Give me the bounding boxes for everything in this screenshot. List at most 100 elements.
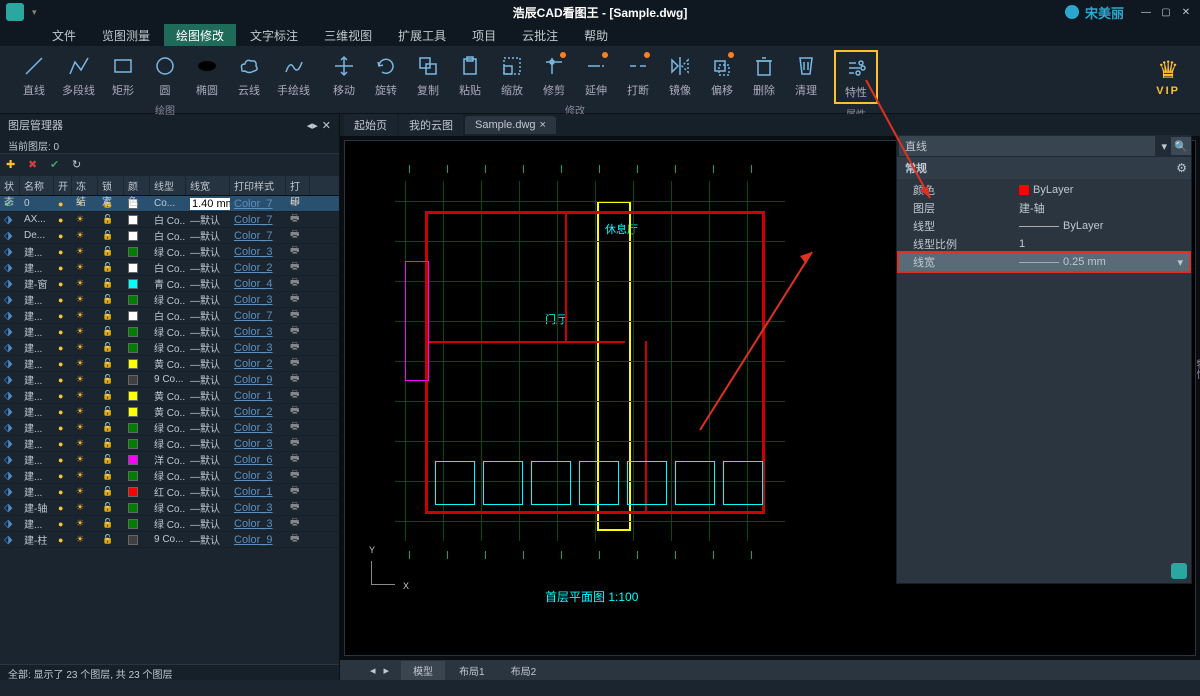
layer-col-header[interactable]: 打印样式: [230, 176, 286, 195]
layer-row[interactable]: ⬗建...●☀🔓绿 Co...—默认Color_3🖶: [0, 468, 339, 484]
maximize-button[interactable]: ▢: [1158, 5, 1174, 19]
layer-col-header[interactable]: 线型: [150, 176, 186, 195]
layer-panel-header: 图层管理器 ◂▸ ✕: [0, 114, 339, 136]
quick-select-icon[interactable]: 🔍: [1171, 137, 1191, 155]
ribbon-paste-button[interactable]: 粘贴: [450, 50, 490, 100]
panel-close-icon[interactable]: ✕: [322, 119, 331, 132]
property-row[interactable]: 线型 ByLayer: [899, 217, 1189, 235]
ribbon-scale-button[interactable]: 缩放: [492, 50, 532, 100]
layer-row[interactable]: ⬗建...●☀🔓红 Co...—默认Color_1🖶: [0, 484, 339, 500]
menu-0[interactable]: 文件: [40, 24, 88, 47]
document-tab[interactable]: 起始页: [344, 114, 397, 136]
ribbon-purge-button[interactable]: 清理: [786, 50, 826, 100]
document-tab[interactable]: Sample.dwg ×: [465, 116, 556, 134]
menu-4[interactable]: 三维视图: [312, 24, 384, 47]
ribbon-break-button[interactable]: 打断: [618, 50, 658, 100]
layer-row[interactable]: ⬗建...●☀🔓绿 Co...—默认Color_3🖶: [0, 436, 339, 452]
layer-row[interactable]: ⬗建...●☀🔓白 Co...—默认Color_7🖶: [0, 308, 339, 324]
layer-row[interactable]: ⬗建...●☀🔓绿 Co...—默认Color_3🖶: [0, 324, 339, 340]
layer-row[interactable]: ⬗建...●☀🔓黄 Co...—默认Color_1🖶: [0, 388, 339, 404]
layer-row[interactable]: ⬗建...●☀🔓黄 Co...—默认Color_2🖶: [0, 404, 339, 420]
property-row[interactable]: 线型比例1: [899, 235, 1189, 253]
layer-panel-title: 图层管理器: [8, 117, 63, 133]
ucs-icon: X Y: [371, 555, 401, 585]
layout-next-icon[interactable]: ▸: [384, 664, 390, 677]
menu-3[interactable]: 文字标注: [238, 24, 310, 47]
layer-col-header[interactable]: 状态: [0, 176, 20, 195]
layout-tab[interactable]: 模型: [401, 661, 445, 680]
minimize-button[interactable]: —: [1138, 5, 1154, 19]
ribbon: 直线多段线矩形圆椭圆云线手绘线绘图移动旋转复制粘贴缩放修剪延伸打断镜像偏移删除清…: [0, 46, 1200, 114]
layer-row[interactable]: ⬗De...●☀🔓白 Co...—默认Color_7🖶: [0, 228, 339, 244]
layer-row[interactable]: ⬗建...●☀🔓白 Co...—默认Color_2🖶: [0, 260, 339, 276]
menu-2[interactable]: 绘图修改: [164, 24, 236, 47]
layer-row[interactable]: ⬗建...●☀🔓绿 Co...—默认Color_3🖶: [0, 292, 339, 308]
layer-row[interactable]: ⬗建...●☀🔓绿 Co...—默认Color_3🖶: [0, 340, 339, 356]
new-layer-icon[interactable]: ✚: [6, 158, 20, 172]
ribbon-ellipse-button[interactable]: 椭圆: [187, 50, 227, 100]
panel-collapse-icon[interactable]: ◂▸: [307, 119, 318, 132]
property-row[interactable]: 颜色ByLayer: [899, 181, 1189, 199]
ribbon-cloud-button[interactable]: 云线: [229, 50, 269, 100]
layer-col-header[interactable]: 名称: [20, 176, 54, 195]
layout-tab[interactable]: 布局2: [499, 661, 549, 680]
refresh-icon[interactable]: ↻: [72, 158, 86, 172]
crown-icon: ♛: [1157, 56, 1179, 85]
vip-badge[interactable]: ♛ VIP: [1156, 56, 1180, 97]
layer-row[interactable]: ⬗建...●☀🔓洋 Co...—默认Color_6🖶: [0, 452, 339, 468]
menu-5[interactable]: 扩展工具: [386, 24, 458, 47]
ribbon-copy-button[interactable]: 复制: [408, 50, 448, 100]
layer-row[interactable]: ⬗建...●☀🔓绿 Co...—默认Color_3🖶: [0, 516, 339, 532]
object-type-selector[interactable]: 直线: [899, 136, 1155, 156]
ribbon-freehand-button[interactable]: 手绘线: [271, 50, 316, 100]
layer-manager-panel: 图层管理器 ◂▸ ✕ 当前图层: 0 ✚ ✖ ✔ ↻ 状态名称开冻结锁定颜色线型…: [0, 114, 340, 680]
layer-row[interactable]: ⬗建-轴●☀🔓绿 Co...—默认Color_3🖶: [0, 500, 339, 516]
ribbon-polyline-button[interactable]: 多段线: [56, 50, 101, 100]
delete-layer-icon[interactable]: ✖: [28, 158, 42, 172]
layer-row[interactable]: ⬗建-柱●☀🔓9 Co...—默认Color_9🖶: [0, 532, 339, 548]
ribbon-offset-button[interactable]: 偏移: [702, 50, 742, 100]
ribbon-move-button[interactable]: 移动: [324, 50, 364, 100]
close-button[interactable]: ✕: [1178, 5, 1194, 19]
layer-col-header[interactable]: 开: [54, 176, 72, 195]
ribbon-rect-button[interactable]: 矩形: [103, 50, 143, 100]
property-row[interactable]: 线宽 0.25 mm ▾: [899, 253, 1189, 271]
layer-table: 状态名称开冻结锁定颜色线型线宽打印样式打印 ✔0●☀🔓Co...1.40 mmC…: [0, 176, 339, 664]
document-tab[interactable]: 我的云图: [399, 114, 463, 136]
titlebar: ▾ 浩辰CAD看图王 - [Sample.dwg] 宋美丽 — ▢ ✕: [0, 0, 1200, 24]
layer-col-header[interactable]: 打印: [286, 176, 310, 195]
set-current-icon[interactable]: ✔: [50, 158, 64, 172]
ribbon-properties-button[interactable]: 特性: [834, 50, 878, 104]
property-row[interactable]: 图层建-轴: [899, 199, 1189, 217]
layer-row[interactable]: ⬗建...●☀🔓绿 Co...—默认Color_3🖶: [0, 244, 339, 260]
layer-row[interactable]: ⬗建...●☀🔓9 Co...—默认Color_9🖶: [0, 372, 339, 388]
layer-row[interactable]: ⬗建-窗●☀🔓青 Co...—默认Color_4🖶: [0, 276, 339, 292]
layer-table-header: 状态名称开冻结锁定颜色线型线宽打印样式打印: [0, 176, 339, 196]
menu-7[interactable]: 云批注: [510, 24, 570, 47]
ribbon-mirror-button[interactable]: 镜像: [660, 50, 700, 100]
layer-row[interactable]: ⬗建...●☀🔓黄 Co...—默认Color_2🖶: [0, 356, 339, 372]
room-label: 门厅: [545, 311, 567, 327]
ribbon-delete-button[interactable]: 删除: [744, 50, 784, 100]
layout-tab[interactable]: 布局1: [447, 661, 497, 680]
layer-col-header[interactable]: 锁定: [98, 176, 124, 195]
layer-col-header[interactable]: 线宽: [186, 176, 230, 195]
ribbon-trim-button[interactable]: 修剪: [534, 50, 574, 100]
tab-close-icon[interactable]: ×: [540, 119, 546, 131]
window-title: 浩辰CAD看图王 - [Sample.dwg]: [513, 4, 688, 21]
menu-1[interactable]: 览图测量: [90, 24, 162, 47]
app-menu-dropdown[interactable]: ▾: [32, 7, 37, 18]
layer-row[interactable]: ⬗建...●☀🔓绿 Co...—默认Color_3🖶: [0, 420, 339, 436]
menu-6[interactable]: 项目: [460, 24, 508, 47]
ribbon-rotate-button[interactable]: 旋转: [366, 50, 406, 100]
properties-settings-icon[interactable]: ⚙: [1176, 161, 1187, 175]
layer-row[interactable]: ✔0●☀🔓Co...1.40 mmColor_7🖶: [0, 196, 339, 212]
layer-row[interactable]: ⬗AX...●☀🔓白 Co...—默认Color_7🖶: [0, 212, 339, 228]
layer-col-header[interactable]: 颜色: [124, 176, 150, 195]
ribbon-circle-button[interactable]: 圆: [145, 50, 185, 100]
menu-8[interactable]: 帮助: [572, 24, 620, 47]
ribbon-line-button[interactable]: 直线: [14, 50, 54, 100]
layout-prev-icon[interactable]: ◂: [370, 664, 376, 677]
ribbon-extend-button[interactable]: 延伸: [576, 50, 616, 100]
layer-col-header[interactable]: 冻结: [72, 176, 98, 195]
